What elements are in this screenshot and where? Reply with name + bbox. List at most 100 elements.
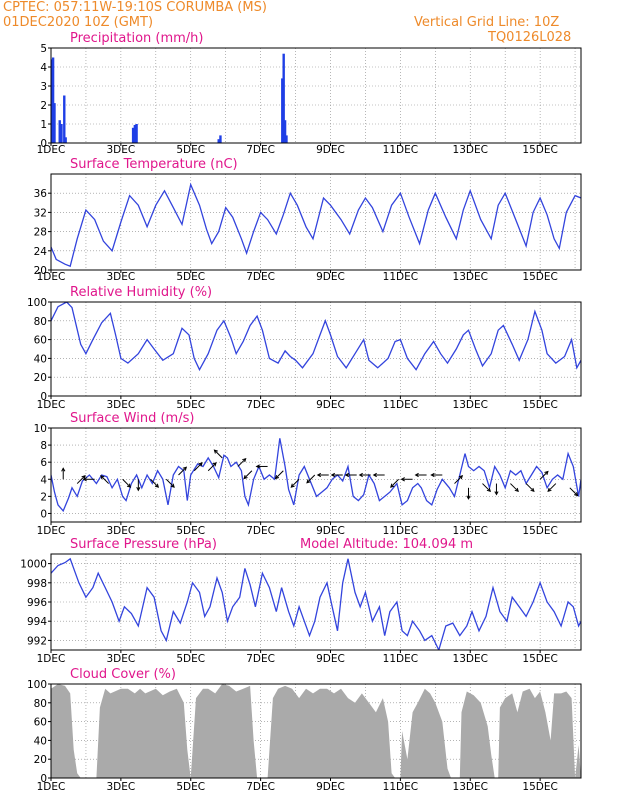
x-tick-label: 1DEC <box>37 525 66 537</box>
x-tick-label: 9DEC <box>316 144 345 156</box>
wind-arrow <box>430 472 443 478</box>
panel-1: 0 1 2 3 4 5 1DEC 3DEC 5DEC 7DEC 9DEC 11DEC 13DEC 15DE… <box>37 31 582 156</box>
wind-arrow <box>510 483 519 493</box>
y-tick-label: 0 <box>40 508 47 520</box>
y-tick-label: 1000 <box>20 559 47 571</box>
x-tick-label: 9DEC <box>316 399 345 411</box>
precip-bar <box>285 135 288 143</box>
x-tick-label: 9DEC <box>316 271 345 283</box>
precip-bar <box>135 124 138 143</box>
x-tick-label: 7DEC <box>246 525 275 537</box>
y-tick-label: 0 <box>40 773 47 785</box>
series-line <box>51 438 581 513</box>
y-tick-label: 40 <box>34 353 47 365</box>
wind-arrow <box>237 457 247 467</box>
x-tick-label: 13DEC <box>453 781 488 793</box>
precip-bar <box>217 139 220 143</box>
wind-arrow <box>454 475 464 484</box>
panel-5: 992 994 996 998 1000 1DEC 3DEC 5DEC 7DEC 9DEC 11DE… <box>20 537 582 665</box>
precip-bar <box>219 135 222 143</box>
panel-2: 20 24 28 32 36 1DEC 3DEC 5DEC 7DEC 9DEC 11DEC 13DEC… <box>34 157 582 283</box>
grid-note: Vertical Grid Line: 10Z <box>414 15 560 30</box>
wind-arrow <box>539 470 549 480</box>
x-tick-label: 1DEC <box>37 144 66 156</box>
wind-arrow <box>372 472 385 478</box>
wind-arrow <box>330 472 343 478</box>
plot-area <box>51 557 581 650</box>
x-tick-label: 1DEC <box>37 399 66 411</box>
y-tick-label: 60 <box>34 717 47 729</box>
plot-frame <box>50 47 582 144</box>
run-date: 01DEC2020 10Z (GMT) <box>3 15 154 30</box>
precip-bar <box>64 137 67 143</box>
y-tick-label: 10 <box>34 423 47 435</box>
wind-arrow <box>569 487 579 497</box>
series-line <box>51 302 581 372</box>
x-tick-label: 1DEC <box>37 653 66 665</box>
wind-arrow <box>306 474 316 484</box>
precip-bar <box>131 127 135 143</box>
y-tick-label: 5 <box>40 43 47 55</box>
wind-arrow <box>400 477 413 482</box>
series-line <box>51 557 581 650</box>
wind-arrow <box>213 449 223 459</box>
model-code: TQ0126L028 <box>488 30 572 45</box>
y-tick-label: 20 <box>34 265 47 277</box>
y-tick-label: 100 <box>27 297 47 309</box>
x-tick-label: 3DEC <box>107 144 136 156</box>
y-tick-label: 2 <box>40 491 47 503</box>
precip-bar <box>53 103 56 143</box>
wind-arrow <box>344 472 357 478</box>
x-tick-label: 13DEC <box>453 653 488 665</box>
x-tick-label: 7DEC <box>246 271 275 283</box>
plot-frame <box>50 683 582 779</box>
precip-bar <box>282 53 285 143</box>
x-tick-label: 1DEC <box>37 271 66 283</box>
x-tick-label: 3DEC <box>107 271 136 283</box>
x-tick-label: 11DEC <box>383 525 418 537</box>
wind-arrow <box>76 475 86 484</box>
plot-area <box>51 438 581 513</box>
wind-arrow <box>525 483 535 493</box>
x-tick-label: 11DEC <box>383 144 418 156</box>
x-tick-label: 13DEC <box>453 271 488 283</box>
wind-arrow <box>136 479 141 492</box>
precip-bar <box>63 95 66 143</box>
plot-frame <box>50 173 582 271</box>
plot-area <box>51 302 581 372</box>
x-tick-label: 5DEC <box>176 653 205 665</box>
plot-area <box>51 182 581 268</box>
panel-4: 0 2 4 6 8 10 1DEC 3DEC 5DEC 7DEC 9DEC 11DEC 13DEC 15D… <box>34 411 582 537</box>
precip-bar <box>51 57 55 143</box>
series-line <box>51 182 581 268</box>
y-tick-label: 8 <box>40 440 47 452</box>
y-tick-label: 80 <box>34 316 47 328</box>
plot-area <box>51 53 288 143</box>
precip-bar <box>283 120 287 143</box>
panel-title: Surface Pressure (hPa) <box>70 537 217 552</box>
wind-arrow <box>255 464 268 469</box>
x-tick-label: 15DEC <box>522 781 557 793</box>
y-tick-label: 24 <box>34 246 48 258</box>
y-tick-label: 4 <box>40 62 47 74</box>
plot-area <box>51 684 581 778</box>
x-tick-label: 7DEC <box>246 781 275 793</box>
y-tick-label: 2 <box>40 100 47 112</box>
y-tick-label: 992 <box>27 635 47 647</box>
y-tick-label: 80 <box>34 698 47 710</box>
station-header: CPTEC: 057:11W-19:10S CORUMBA (MS) <box>3 0 267 15</box>
wind-arrow <box>82 477 95 482</box>
wind-arrow <box>61 467 66 480</box>
y-tick-label: 20 <box>34 754 47 766</box>
wind-arrow <box>316 472 329 478</box>
x-tick-label: 9DEC <box>316 653 345 665</box>
wind-arrow <box>290 478 300 488</box>
x-tick-label: 7DEC <box>246 144 275 156</box>
x-tick-label: 3DEC <box>107 781 136 793</box>
y-tick-label: 0 <box>40 391 47 403</box>
wind-arrow <box>178 466 188 476</box>
cloud-area <box>51 684 581 778</box>
x-tick-label: 5DEC <box>176 525 205 537</box>
x-tick-label: 11DEC <box>383 399 418 411</box>
